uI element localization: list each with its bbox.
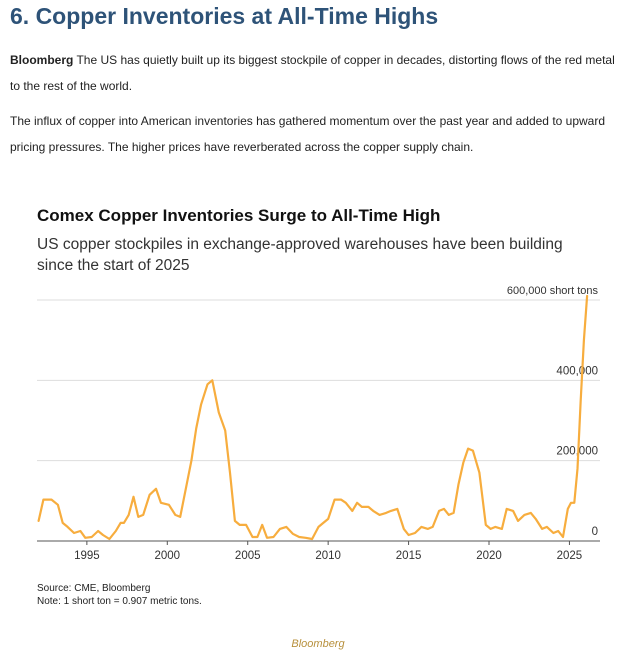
x-tick-label: 2005 (235, 550, 261, 562)
x-tick-label: 2025 (557, 550, 583, 562)
article-heading: 6. Copper Inventories at All-Time Highs (10, 3, 439, 29)
y-tick-label: 0 (592, 526, 598, 538)
paragraph-1-text: The US has quietly built up its biggest … (10, 53, 615, 93)
series-line (37, 294, 589, 541)
x-tick-label: 2000 (154, 550, 180, 562)
x-tick-label: 2020 (476, 550, 502, 562)
y-tick-label: 400,000 (556, 365, 598, 377)
y-tick-label: 600,000 short tons (507, 285, 599, 297)
chart-note: Note: 1 short ton = 0.907 metric tons. (37, 596, 202, 607)
x-tick-label: 2010 (315, 550, 341, 562)
x-tick-label: 1995 (74, 550, 100, 562)
chart-source: Source: CME, Bloomberg (37, 583, 151, 594)
article-paragraph-1: Bloomberg The US has quietly built up it… (10, 47, 626, 99)
chart-plot: 1995 2000 2005 2010 2015 2020 20250200,000400,… (37, 285, 600, 562)
article-paragraph-2: The influx of copper into American inven… (10, 114, 606, 154)
chart-title: Comex Copper Inventories Surge to All-Ti… (37, 206, 441, 225)
chart-subtitle: US copper stockpiles in exchange-approve… (37, 236, 563, 274)
source-name: Bloomberg (10, 53, 74, 67)
x-tick-label: 2015 (396, 550, 422, 562)
image-credit: Bloomberg (291, 638, 345, 650)
